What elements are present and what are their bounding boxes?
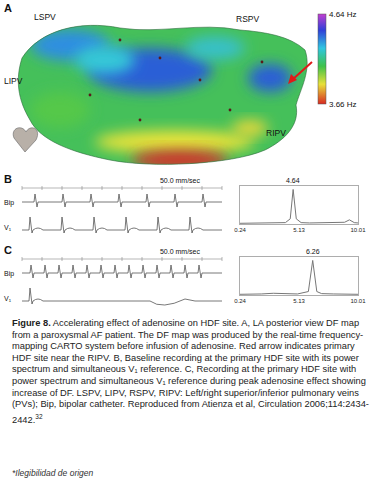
svg-text:Bip: Bip xyxy=(4,199,14,207)
svg-text:LIPV: LIPV xyxy=(4,76,23,86)
svg-text:5.13: 5.13 xyxy=(293,298,305,304)
svg-text:4.64 Hz: 4.64 Hz xyxy=(329,10,357,19)
svg-text:6.26: 6.26 xyxy=(306,248,320,255)
html-text:Figure 8. Accelerating effect: Figure 8. Accelerating effect of adenosi… xyxy=(12,318,369,425)
svg-text:C: C xyxy=(4,244,12,256)
svg-text:V₁: V₁ xyxy=(4,295,12,302)
html-text:*Ilegibilidad de origen: *Ilegibilidad de origen xyxy=(12,468,94,478)
svg-text:V₁: V₁ xyxy=(4,224,12,231)
svg-text:RIPV: RIPV xyxy=(266,128,286,138)
svg-text:0.24: 0.24 xyxy=(234,227,246,233)
svg-text:5.13: 5.13 xyxy=(293,227,305,233)
svg-text:3.66 Hz: 3.66 Hz xyxy=(329,100,357,109)
svg-text:50.0 mm/sec: 50.0 mm/sec xyxy=(160,248,201,255)
svg-text:A: A xyxy=(4,2,12,14)
svg-text:RSPV: RSPV xyxy=(236,14,259,24)
svg-text:10.01: 10.01 xyxy=(350,298,366,304)
svg-text:Bip: Bip xyxy=(4,270,14,278)
svg-text:4.64: 4.64 xyxy=(286,177,300,184)
svg-text:LSPV: LSPV xyxy=(34,12,56,22)
svg-text:10.01: 10.01 xyxy=(350,227,366,233)
svg-text:B: B xyxy=(4,173,12,185)
svg-text:50.0 mm/sec: 50.0 mm/sec xyxy=(160,177,201,184)
svg-text:0.24: 0.24 xyxy=(234,298,246,304)
